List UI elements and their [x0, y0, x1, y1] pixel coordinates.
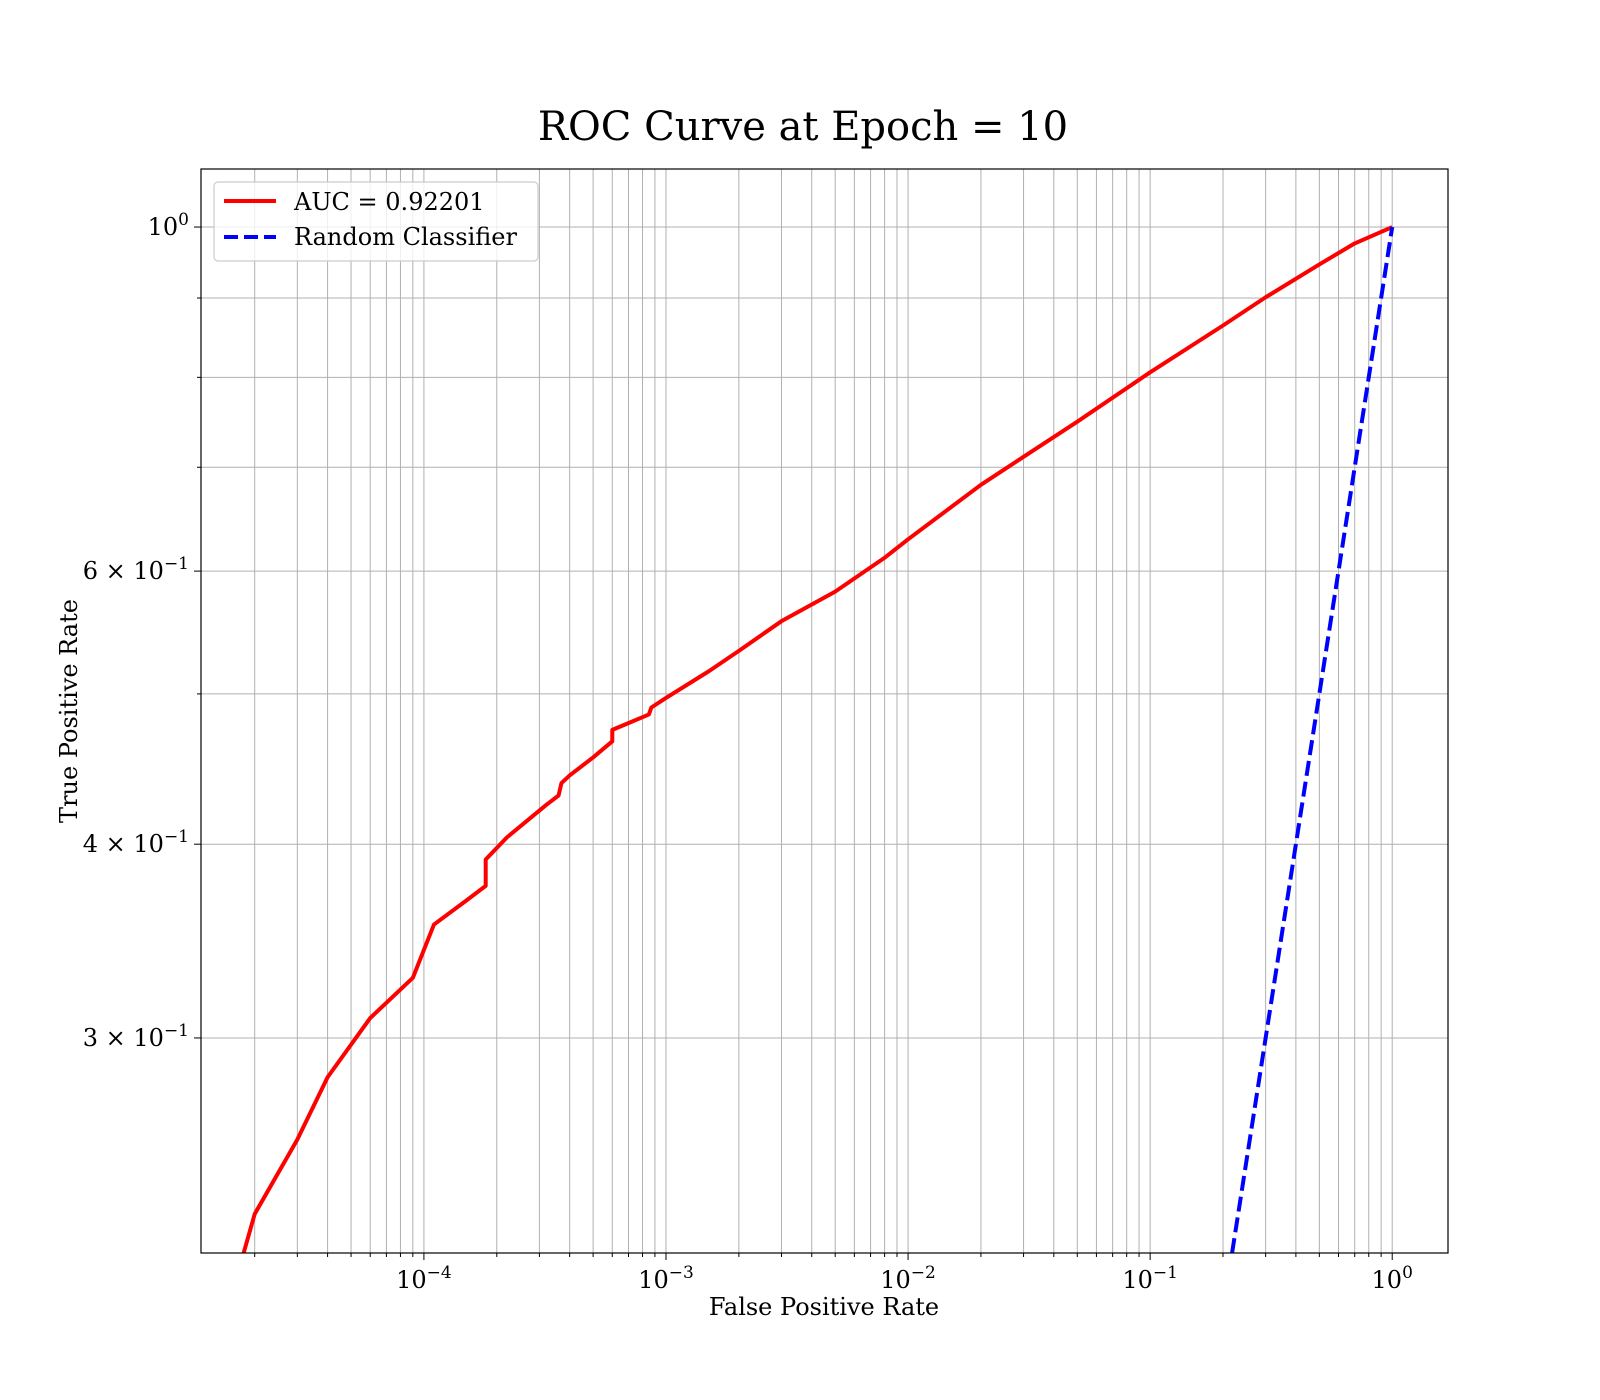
- x-tick-label: 10−4: [396, 1263, 452, 1294]
- y-tick-label: 6 × 10−1: [83, 554, 189, 585]
- chart-title: ROC Curve at Epoch = 10: [538, 104, 1068, 150]
- x-tick-label: 10−3: [638, 1263, 694, 1294]
- legend-label-auc: AUC = 0.92201: [293, 188, 485, 216]
- legend-label-random: Random Classifier: [294, 223, 517, 251]
- legend: AUC = 0.92201 Random Classifier: [213, 181, 539, 262]
- x-tick-label: 10−1: [1122, 1263, 1178, 1294]
- plot-frame: [200, 168, 1449, 1254]
- axis-ticks: 10−4 10−3 10−2 10−1 100 100 6 × 10−1 4 × 10−1 3 …: [83, 210, 1413, 1294]
- y-tick-label: 100: [148, 210, 189, 241]
- y-tick-label: 3 × 10−1: [83, 1021, 189, 1052]
- x-tick-label: 100: [1372, 1263, 1413, 1294]
- legend-box: [213, 181, 539, 262]
- grid-lines: [201, 169, 1448, 1253]
- x-tick-label: 10−2: [880, 1263, 936, 1294]
- series-lines: [241, 225, 1395, 1253]
- x-axis-label: False Positive Rate: [709, 1293, 939, 1321]
- random-classifier-line: [1230, 226, 1395, 1253]
- y-axis-label: True Positive Rate: [55, 599, 83, 823]
- roc-curve-line: [241, 225, 1394, 1253]
- y-tick-label: 4 × 10−1: [83, 827, 189, 858]
